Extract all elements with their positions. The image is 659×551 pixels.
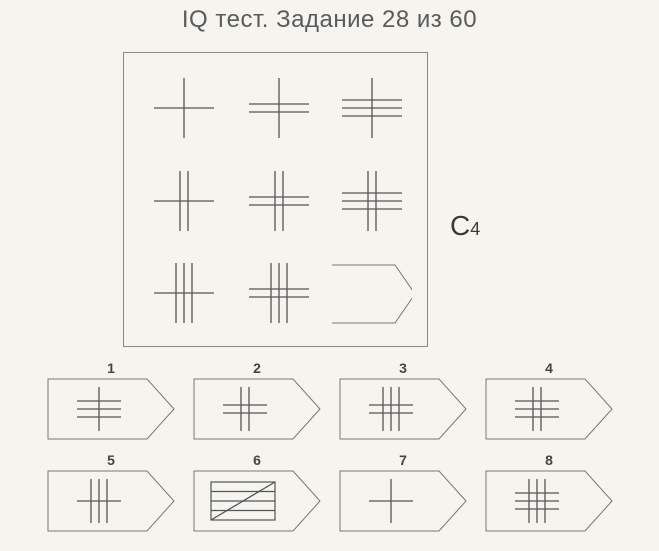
answer-tag [47,470,175,532]
matrix-cell [239,68,319,148]
answer-tag [193,378,321,440]
answer-row-1: 1 2 3 4 [40,360,620,440]
answer-option[interactable]: 6 [193,452,321,532]
matrix-cell [332,253,412,333]
answer-option[interactable]: 2 [193,360,321,440]
page-title: IQ тест. Задание 28 из 60 [0,6,659,34]
matrix-cell [144,253,224,333]
series-label: C4 [450,210,480,242]
matrix-cell [239,253,319,333]
series-label-main: C [450,210,470,241]
answer-option[interactable]: 7 [339,452,467,532]
answer-number: 2 [253,360,261,376]
answer-tag [193,470,321,532]
answer-option[interactable]: 5 [47,452,175,532]
answer-option[interactable]: 1 [47,360,175,440]
answer-row-2: 5 6 7 8 [40,452,620,532]
answer-tag [339,470,467,532]
answer-option[interactable]: 4 [485,360,613,440]
answer-number: 5 [107,452,115,468]
matrix-box [123,52,428,347]
answer-option[interactable]: 3 [339,360,467,440]
answer-number: 1 [107,360,115,376]
answer-tag [47,378,175,440]
page: IQ тест. Задание 28 из 60 C4 1234 5678 [0,0,659,551]
answer-option[interactable]: 8 [485,452,613,532]
answer-number: 4 [545,360,553,376]
matrix-cell [144,161,224,241]
answer-tag [485,470,613,532]
answer-tag [339,378,467,440]
matrix-cell [332,161,412,241]
answer-number: 7 [399,452,407,468]
series-label-sub: 4 [470,219,480,239]
answer-tag [485,378,613,440]
matrix-cell [239,161,319,241]
answer-number: 3 [399,360,407,376]
answer-area: 1 2 3 4 5 6 7 8 [40,360,620,544]
answer-number: 8 [545,452,553,468]
matrix-cell [332,68,412,148]
answer-number: 6 [253,452,261,468]
matrix-cell [144,68,224,148]
